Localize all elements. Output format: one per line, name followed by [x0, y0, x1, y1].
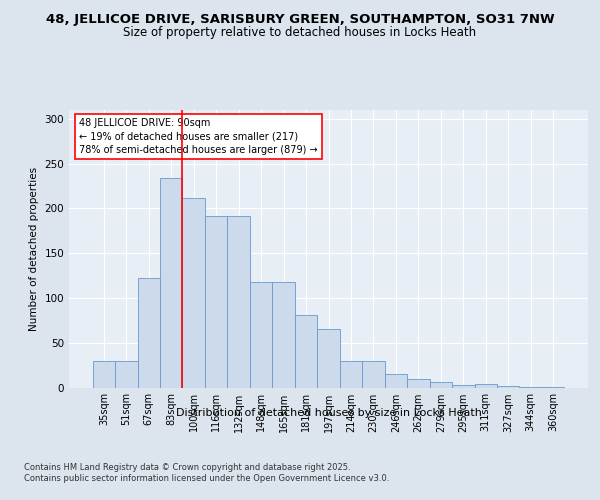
Bar: [92, 360, 115, 388]
Bar: [542, 386, 565, 388]
Bar: [250, 282, 272, 388]
Bar: [317, 330, 340, 388]
Bar: [115, 360, 137, 388]
Text: Contains public sector information licensed under the Open Government Licence v3: Contains public sector information licen…: [24, 474, 389, 483]
Bar: [520, 386, 542, 388]
Text: Contains HM Land Registry data © Crown copyright and database right 2025.: Contains HM Land Registry data © Crown c…: [24, 462, 350, 471]
Text: Size of property relative to detached houses in Locks Heath: Size of property relative to detached ho…: [124, 26, 476, 39]
Text: 48, JELLICOE DRIVE, SARISBURY GREEN, SOUTHAMPTON, SO31 7NW: 48, JELLICOE DRIVE, SARISBURY GREEN, SOU…: [46, 12, 554, 26]
Bar: [160, 178, 182, 388]
Bar: [182, 198, 205, 388]
Bar: [475, 384, 497, 388]
Y-axis label: Number of detached properties: Number of detached properties: [29, 166, 39, 331]
Bar: [295, 315, 317, 388]
Bar: [227, 216, 250, 388]
Text: Distribution of detached houses by size in Locks Heath: Distribution of detached houses by size …: [176, 408, 482, 418]
Bar: [452, 385, 475, 388]
Text: 48 JELLICOE DRIVE: 90sqm
← 19% of detached houses are smaller (217)
78% of semi-: 48 JELLICOE DRIVE: 90sqm ← 19% of detach…: [79, 118, 318, 154]
Bar: [137, 278, 160, 388]
Bar: [385, 374, 407, 388]
Bar: [430, 382, 452, 388]
Bar: [340, 360, 362, 388]
Bar: [497, 386, 520, 388]
Bar: [362, 360, 385, 388]
Bar: [205, 216, 227, 388]
Bar: [272, 282, 295, 388]
Bar: [407, 378, 430, 388]
